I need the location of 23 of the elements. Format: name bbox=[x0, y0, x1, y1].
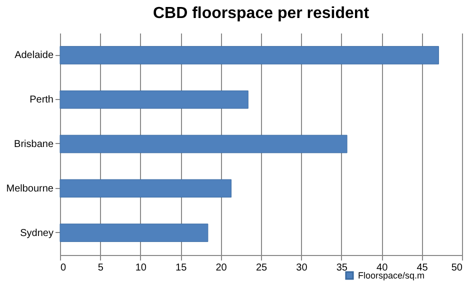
bar bbox=[60, 46, 439, 64]
bar bbox=[60, 179, 232, 198]
x-tick-label: 20 bbox=[216, 262, 228, 274]
x-tick-label: 5 bbox=[98, 262, 104, 274]
y-tick-label: Brisbane bbox=[14, 139, 54, 150]
y-tick-label: Perth bbox=[30, 94, 54, 106]
chart-title: CBD floorspace per resident bbox=[152, 5, 370, 22]
x-tick-label: 30 bbox=[296, 262, 308, 274]
legend-label: Floorspace/sq.m bbox=[358, 270, 425, 280]
y-tick-label: Melbourne bbox=[6, 183, 54, 194]
x-tick-label: 10 bbox=[135, 262, 147, 274]
y-tick-label: Adelaide bbox=[14, 50, 54, 62]
x-tick-label: 25 bbox=[256, 262, 268, 274]
x-tick-label: 0 bbox=[60, 262, 66, 274]
bar bbox=[60, 134, 348, 154]
x-tick-label: 40 bbox=[376, 262, 388, 274]
y-tick-label: Sydney bbox=[20, 228, 54, 239]
x-tick-label: 50 bbox=[451, 262, 463, 274]
bar bbox=[60, 90, 248, 109]
x-tick-label: 45 bbox=[416, 262, 428, 274]
bar bbox=[60, 224, 208, 242]
x-tick-label: 35 bbox=[336, 262, 348, 274]
x-tick-label: 15 bbox=[176, 262, 188, 274]
